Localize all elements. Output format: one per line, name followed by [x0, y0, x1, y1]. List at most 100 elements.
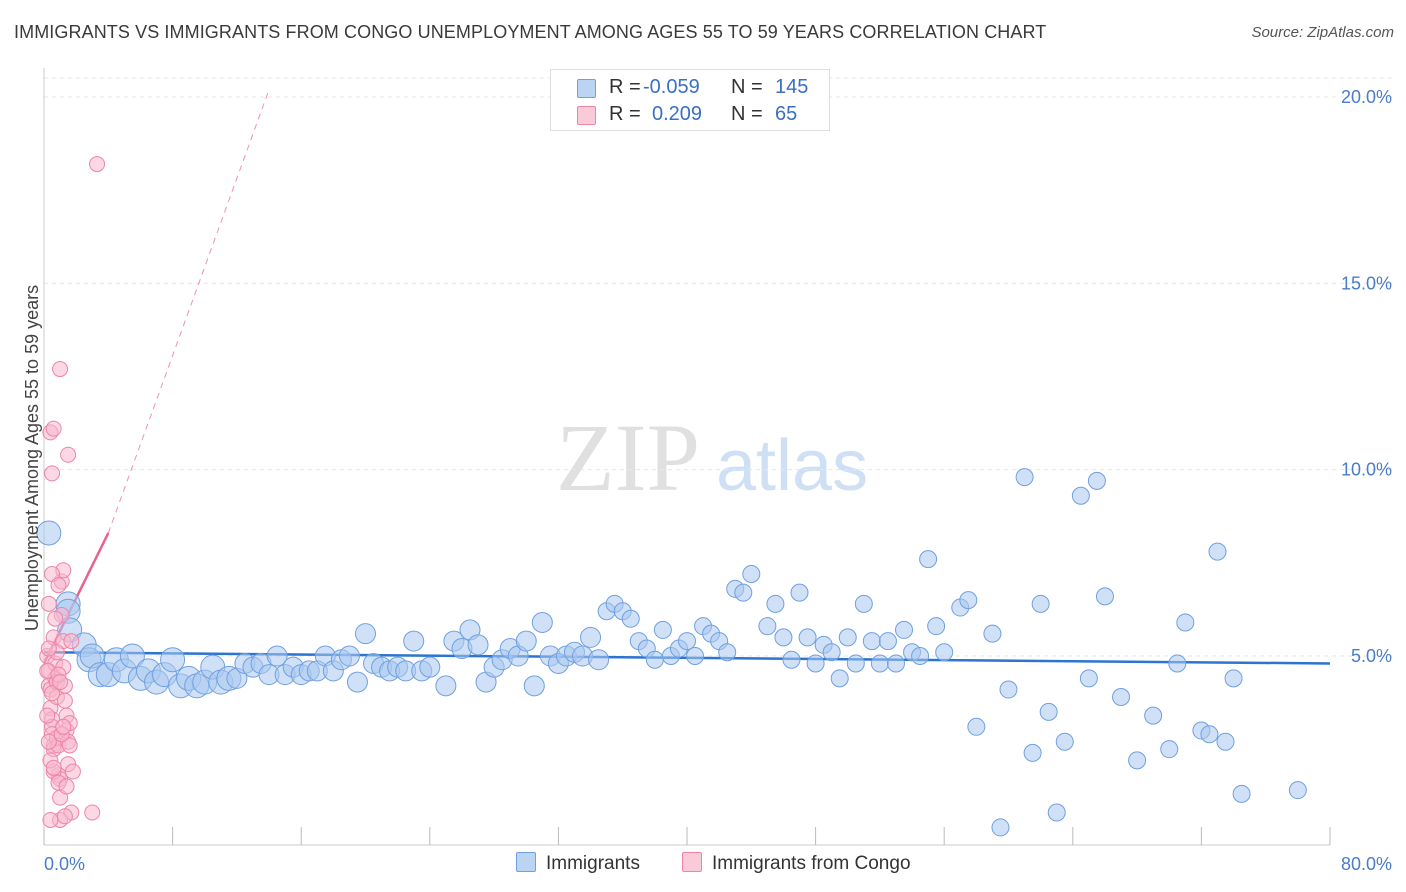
- immigrants-point: [653, 620, 672, 639]
- congo-point: [45, 420, 62, 437]
- immigrants-point: [1208, 542, 1227, 561]
- immigrants-point: [878, 632, 897, 651]
- immigrants-point: [1128, 751, 1147, 770]
- immigrants-point: [1039, 702, 1058, 721]
- immigrants-point: [531, 611, 553, 633]
- immigrants-point: [1071, 486, 1090, 505]
- immigrants-point: [774, 628, 793, 647]
- immigrants-point: [758, 617, 777, 636]
- immigrants-point: [846, 654, 865, 673]
- immigrants-point: [1224, 669, 1243, 688]
- immigrants-point: [734, 583, 753, 602]
- immigrants-point: [806, 654, 825, 673]
- congo-point: [52, 361, 69, 378]
- legend-r-label: R =: [609, 103, 641, 125]
- congo-point: [44, 465, 61, 482]
- immigrants-point: [999, 680, 1018, 699]
- immigrants-point: [886, 654, 905, 673]
- immigrants-point: [862, 632, 881, 651]
- source-label: Source: ZipAtlas.com: [1251, 24, 1394, 41]
- immigrants-point: [1015, 468, 1034, 487]
- legend-swatch-pink: [577, 106, 596, 125]
- immigrants-point: [523, 675, 545, 697]
- congo-point: [44, 685, 61, 702]
- immigrants-point: [645, 650, 664, 669]
- immigrants-point: [790, 583, 809, 602]
- tick-labels: 5.0% 10.0% 15.0% 20.0% 0.0% 80.0%: [44, 87, 1392, 874]
- immigrants-point: [435, 675, 457, 697]
- legend-swatch-blue: [577, 79, 596, 98]
- immigrants-point: [1200, 725, 1219, 744]
- immigrants-point: [927, 617, 946, 636]
- legend-n-label: N =: [731, 76, 763, 98]
- legend-n-value: 65: [775, 103, 798, 125]
- legend-row-immigrants: R = -0.059 N = 145: [551, 75, 829, 101]
- immigrants-point: [160, 647, 186, 673]
- immigrants-point: [1176, 613, 1195, 632]
- immigrants-point: [822, 643, 841, 662]
- congo-point: [64, 763, 81, 780]
- immigrants-point: [1112, 687, 1131, 706]
- congo-point: [56, 808, 73, 825]
- immigrants-point: [766, 594, 785, 613]
- immigrants-point: [718, 643, 737, 662]
- immigrants-point: [266, 645, 288, 667]
- bottom-swatch-pink: [682, 852, 702, 872]
- immigrants-point: [1087, 471, 1106, 490]
- immigrants-point: [967, 717, 986, 736]
- x-tick-label: 80.0%: [1341, 854, 1392, 874]
- immigrants-point: [338, 645, 360, 667]
- congo-point: [42, 811, 59, 828]
- watermark-atlas: atlas: [716, 426, 868, 506]
- immigrants-point: [1144, 706, 1163, 725]
- y-axis-label: Unemployment Among Ages 55 to 59 years: [22, 285, 42, 631]
- bottom-legend-congo: Immigrants from Congo: [682, 852, 911, 878]
- congo-point: [52, 674, 69, 691]
- immigrants-point: [403, 630, 425, 652]
- congo-point: [40, 595, 57, 612]
- immigrants-point: [1023, 743, 1042, 762]
- immigrants-point: [419, 656, 441, 678]
- immigrants-point: [919, 550, 938, 569]
- immigrants-points: [36, 468, 1307, 837]
- immigrants-point: [1079, 669, 1098, 688]
- immigrants-point: [1095, 587, 1114, 606]
- immigrants-point: [346, 671, 368, 693]
- congo-point: [84, 804, 101, 821]
- immigrants-point: [830, 669, 849, 688]
- congo-point: [63, 633, 80, 650]
- congo-points: [39, 156, 106, 828]
- y-tick-label: 5.0%: [1351, 646, 1392, 666]
- immigrants-point: [355, 623, 376, 645]
- bottom-legend-label: Immigrants: [546, 853, 640, 874]
- immigrants-point: [1055, 732, 1074, 751]
- immigrants-point: [119, 643, 145, 669]
- y-tick-label: 15.0%: [1341, 273, 1392, 293]
- legend-n-label: N =: [731, 103, 763, 125]
- immigrants-point: [1160, 740, 1179, 759]
- immigrants-point: [742, 565, 761, 584]
- immigrants-point: [686, 647, 705, 665]
- y-tick-label: 20.0%: [1341, 87, 1392, 107]
- congo-point: [60, 446, 77, 463]
- immigrants-point: [1216, 732, 1235, 751]
- legend-r-value: -0.059: [643, 76, 700, 98]
- watermark: ZIP atlas: [556, 404, 868, 511]
- immigrants-point: [854, 594, 873, 613]
- immigrants-point: [588, 649, 610, 671]
- correlation-legend: R = -0.059 N = 145 R = 0.209 N = 65: [550, 69, 830, 131]
- congo-point: [39, 707, 56, 724]
- immigrants-point: [621, 609, 640, 628]
- bottom-legend-immigrants: Immigrants: [516, 852, 640, 878]
- immigrants-point: [1288, 781, 1307, 800]
- immigrants-point: [1168, 654, 1187, 673]
- legend-r-value: 0.209: [652, 103, 703, 125]
- legend-r-label: R =: [609, 76, 641, 98]
- legend-row-congo: R = 0.209 N = 65: [551, 102, 829, 128]
- immigrants-point: [1047, 803, 1066, 822]
- watermark-zip: ZIP: [556, 404, 700, 511]
- immigrants-point: [36, 520, 62, 546]
- congo-point: [40, 733, 57, 750]
- congo-point: [58, 778, 75, 795]
